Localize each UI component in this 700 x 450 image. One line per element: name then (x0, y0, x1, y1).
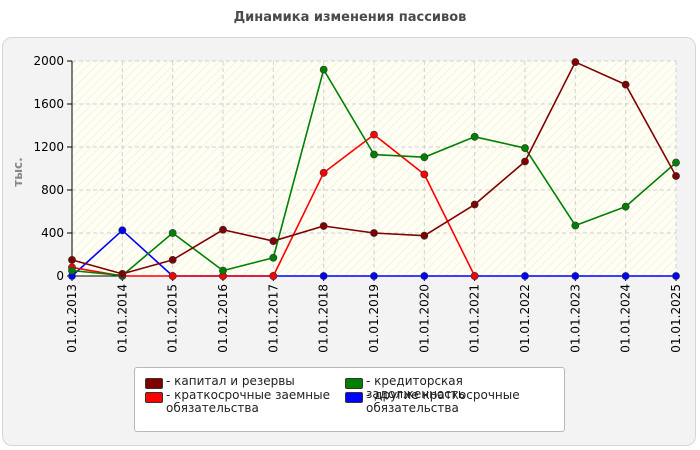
legend-item-payables: - кредиторская задолженность (345, 375, 564, 401)
data-point (269, 253, 278, 262)
x-tick-label: 01.01.2018 (317, 284, 331, 353)
data-point (68, 266, 76, 275)
y-tick-label: 800 (41, 183, 64, 197)
x-tick-label: 01.01.2017 (266, 284, 280, 353)
x-tick-label: 01.01.2013 (65, 284, 79, 353)
data-point (672, 172, 680, 180)
data-point (370, 150, 378, 159)
y-tick-label: 2000 (33, 54, 64, 68)
data-point (118, 269, 127, 278)
data-point (269, 237, 278, 245)
y-tick-label: 1200 (33, 140, 64, 154)
data-point (420, 153, 429, 162)
legend-label-capital: капитал и резервы (174, 374, 295, 388)
series-1 (68, 65, 680, 280)
x-tick-label: 01.01.2021 (468, 284, 482, 353)
data-point (571, 58, 580, 66)
chart-legend: - капитал и резервы - кредиторская задол… (134, 367, 565, 432)
data-point (621, 80, 630, 89)
data-point (521, 157, 529, 166)
data-point (521, 272, 529, 280)
data-point (470, 200, 479, 209)
legend-label-short-loans: краткосрочные заемные обязательства (166, 388, 330, 415)
data-point (68, 255, 76, 264)
data-point (470, 272, 479, 280)
legend-swatch-capital (145, 378, 163, 389)
data-point (319, 272, 328, 280)
y-tick-label: 0 (56, 269, 64, 283)
data-point (269, 272, 278, 280)
data-point (672, 272, 680, 280)
legend-item-other-short: - другие краткосрочные обязательства (345, 389, 545, 415)
data-point (168, 255, 177, 264)
x-tick-label: 01.01.2025 (669, 284, 683, 353)
data-point (319, 222, 328, 230)
legend-label-payables: кредиторская задолженность (366, 374, 465, 401)
x-tick-label: 01.01.2019 (367, 284, 381, 353)
data-point (319, 168, 328, 177)
x-tick-label: 01.01.2020 (417, 284, 431, 353)
x-tick-label: 01.01.2022 (518, 284, 532, 353)
legend-swatch-other-short (345, 392, 363, 403)
series-0 (68, 58, 680, 278)
legend-item-short-loans: - краткосрочные заемные обязательства (145, 389, 335, 415)
data-point (420, 170, 429, 179)
data-point (521, 144, 529, 152)
data-point (470, 132, 479, 141)
x-tick-label: 01.01.2023 (568, 284, 582, 353)
legend-swatch-short-loans (145, 392, 163, 403)
data-point (219, 225, 227, 234)
data-point (420, 231, 429, 240)
chart-title: Динамика изменения пассивов (233, 10, 467, 25)
data-point (370, 229, 378, 237)
y-tick-label: 1600 (33, 97, 64, 111)
legend-swatch-payables (345, 378, 363, 389)
legend-item-capital: - капитал и резервы (145, 375, 295, 389)
data-point (621, 202, 630, 211)
data-point (319, 65, 328, 74)
data-point (621, 272, 630, 280)
legend-label-other-short: другие краткосрочные обязательства (366, 388, 520, 415)
data-point (219, 266, 227, 275)
data-point (168, 272, 177, 280)
data-point (420, 272, 429, 280)
data-point (370, 130, 378, 139)
data-point (370, 272, 378, 280)
y-axis-label: тыс. (11, 157, 25, 186)
y-tick-label: 400 (41, 226, 64, 240)
data-point (571, 221, 580, 230)
data-point (118, 226, 127, 235)
x-tick-label: 01.01.2015 (166, 284, 180, 353)
data-point (672, 158, 680, 167)
x-tick-label: 01.01.2014 (115, 284, 129, 353)
data-point (168, 229, 177, 237)
series-2 (68, 130, 479, 280)
x-tick-label: 01.01.2016 (216, 284, 230, 353)
x-tick-label: 01.01.2024 (619, 284, 633, 353)
data-point (571, 272, 580, 280)
